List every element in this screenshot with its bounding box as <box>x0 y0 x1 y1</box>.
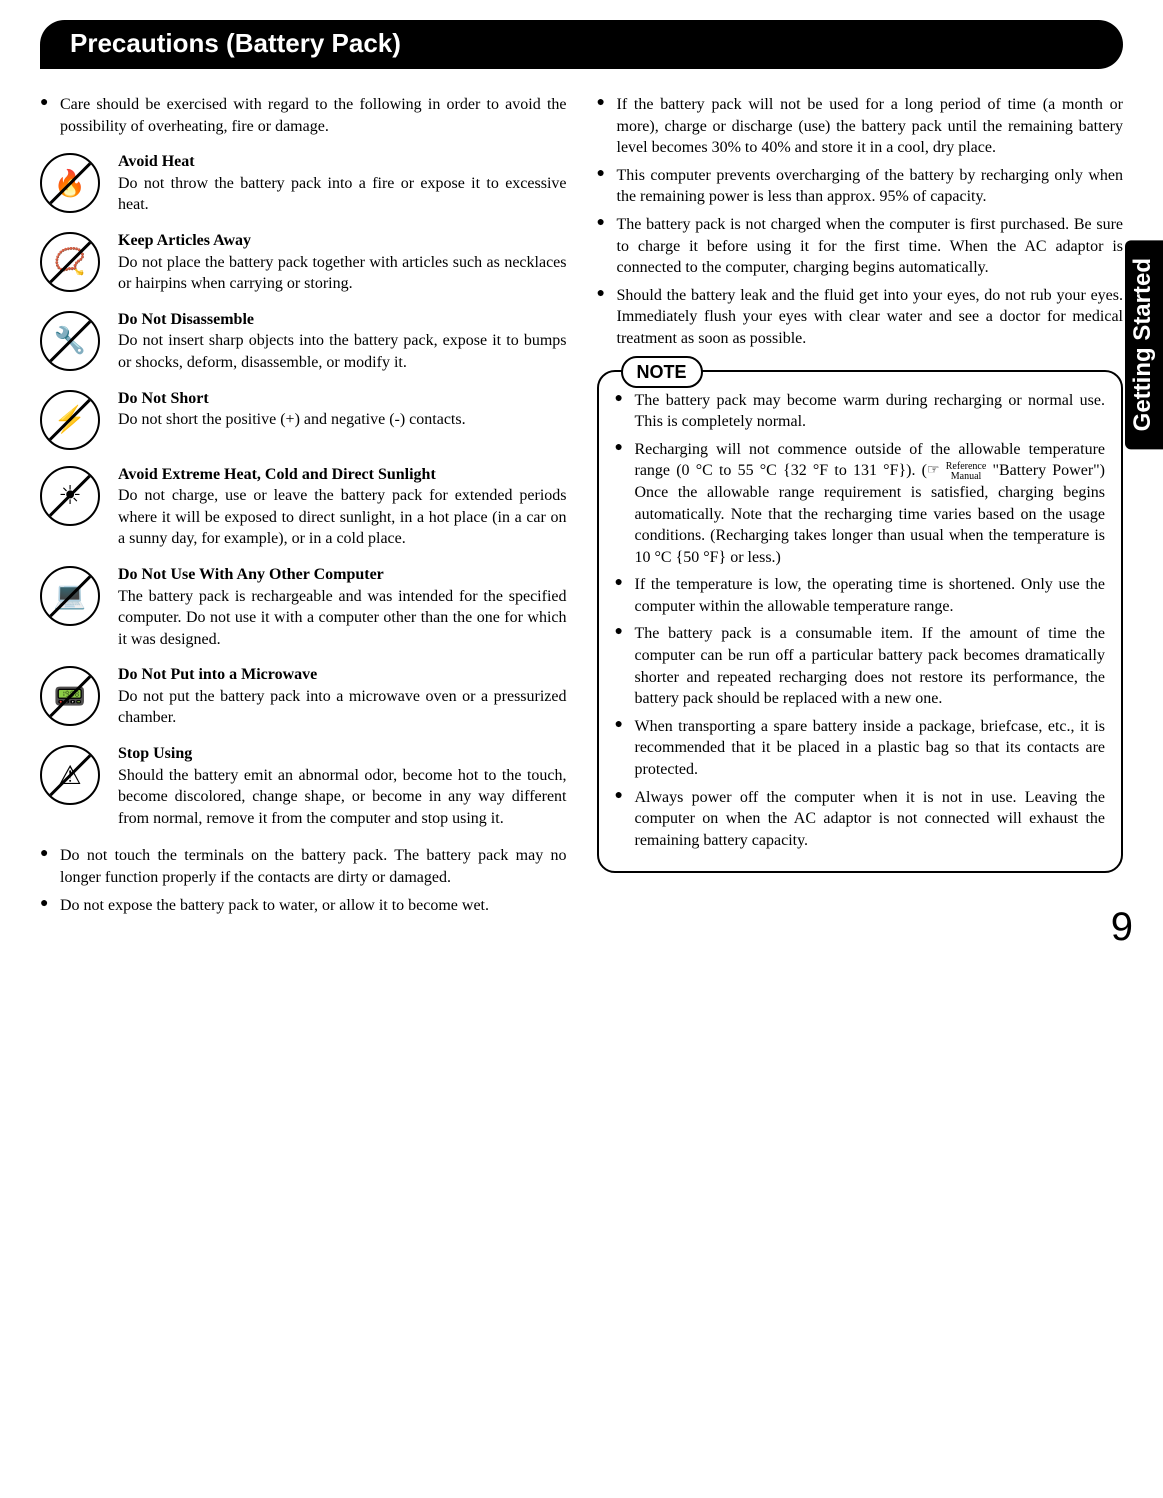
note-text: The battery pack may become warm during … <box>635 390 1106 433</box>
bullet-item: ● Do not expose the battery pack to wate… <box>40 895 567 917</box>
warning-icon-cell: ⚠ <box>40 743 118 829</box>
page-number: 9 <box>1111 905 1133 950</box>
side-tab-getting-started: Getting Started <box>1125 240 1163 449</box>
block-body: Do Not Put into a Microwave Do not put t… <box>118 664 567 729</box>
bullet-item: ● Should the battery leak and the fluid … <box>597 285 1124 350</box>
bullet-text: The battery pack is not charged when the… <box>617 214 1124 279</box>
prohibit-icon: 🔥 <box>40 153 100 213</box>
note-text: If the temperature is low, the operating… <box>635 574 1106 617</box>
pointer-icon: ☞ <box>927 462 940 481</box>
bullet-icon: ● <box>615 439 635 569</box>
note-text: When transporting a spare battery inside… <box>635 716 1106 781</box>
bullet-text: Do not touch the terminals on the batter… <box>60 845 567 888</box>
intro-bullet: ● Care should be exercised with regard t… <box>40 94 567 137</box>
note-text: Always power off the computer when it is… <box>635 787 1106 852</box>
note-box: NOTE ● The battery pack may become warm … <box>597 370 1124 874</box>
left-column: ● Care should be exercised with regard t… <box>40 94 567 922</box>
bullet-icon: ● <box>615 716 635 781</box>
prohibit-icon: 💻 <box>40 566 100 626</box>
note-item: ● When transporting a spare battery insi… <box>615 716 1106 781</box>
prohibit-icon: ⚡ <box>40 390 100 450</box>
bullet-text: Should the battery leak and the fluid ge… <box>617 285 1124 350</box>
warning-icon-cell: 🔥 <box>40 151 118 216</box>
bullet-icon: ● <box>597 214 617 279</box>
block-title: Stop Using <box>118 745 192 762</box>
bullet-icon: ● <box>615 787 635 852</box>
precaution-block: 💻 Do Not Use With Any Other Computer The… <box>40 564 567 650</box>
precaution-block: 🔥 Avoid Heat Do not throw the battery pa… <box>40 151 567 216</box>
block-body: Do Not Short Do not short the positive (… <box>118 388 567 450</box>
bullet-icon: ● <box>615 623 635 709</box>
bullet-item: ● If the battery pack will not be used f… <box>597 94 1124 159</box>
block-text: Do not insert sharp objects into the bat… <box>118 332 567 371</box>
precaution-block: ⚠ Stop Using Should the battery emit an … <box>40 743 567 829</box>
warning-icon-cell: ⚡ <box>40 388 118 450</box>
warning-icon-cell: 📿 <box>40 230 118 295</box>
right-column: ● If the battery pack will not be used f… <box>597 94 1124 922</box>
block-body: Do Not Disassemble Do not insert sharp o… <box>118 309 567 374</box>
bullet-icon: ● <box>615 574 635 617</box>
warning-icon-cell: 🔧 <box>40 309 118 374</box>
block-body: Do Not Use With Any Other Computer The b… <box>118 564 567 650</box>
note-text: Recharging will not commence outside of … <box>635 439 1106 569</box>
note-item: ● Recharging will not commence outside o… <box>615 439 1106 569</box>
block-text: Should the battery emit an abnormal odor… <box>118 767 567 827</box>
block-title: Avoid Heat <box>118 153 195 170</box>
precaution-block: ☀ Avoid Extreme Heat, Cold and Direct Su… <box>40 464 567 550</box>
note-item: ● The battery pack is a consumable item.… <box>615 623 1106 709</box>
block-text: Do not throw the battery pack into a fir… <box>118 175 567 214</box>
bullet-text: If the battery pack will not be used for… <box>617 94 1124 159</box>
reference-manual-icon: ReferenceManual <box>946 462 987 482</box>
note-label: NOTE <box>621 356 703 388</box>
precaution-block: 📟 Do Not Put into a Microwave Do not put… <box>40 664 567 729</box>
note-item: ● The battery pack may become warm durin… <box>615 390 1106 433</box>
bullet-icon: ● <box>40 845 60 888</box>
bullet-text: Do not expose the battery pack to water,… <box>60 895 567 917</box>
bullet-icon: ● <box>597 285 617 350</box>
bullet-icon: ● <box>597 165 617 208</box>
block-title: Do Not Short <box>118 390 209 407</box>
block-text: The battery pack is rechargeable and was… <box>118 588 567 648</box>
prohibit-icon: 📿 <box>40 232 100 292</box>
bullet-item: ● This computer prevents overcharging of… <box>597 165 1124 208</box>
block-title: Do Not Put into a Microwave <box>118 666 317 683</box>
intro-text: Care should be exercised with regard to … <box>60 94 567 137</box>
bullet-icon: ● <box>615 390 635 433</box>
block-title: Do Not Disassemble <box>118 311 254 328</box>
prohibit-icon: ⚠ <box>40 745 100 805</box>
warning-icon-cell: 📟 <box>40 664 118 729</box>
note-text: The battery pack is a consumable item. I… <box>635 623 1106 709</box>
block-body: Avoid Extreme Heat, Cold and Direct Sunl… <box>118 464 567 550</box>
precaution-block: ⚡ Do Not Short Do not short the positive… <box>40 388 567 450</box>
bullet-icon: ● <box>597 94 617 159</box>
block-text: Do not put the battery pack into a micro… <box>118 688 567 727</box>
bullet-text: This computer prevents overcharging of t… <box>617 165 1124 208</box>
warning-icon-cell: 💻 <box>40 564 118 650</box>
prohibit-icon: ☀ <box>40 466 100 526</box>
block-body: Stop Using Should the battery emit an ab… <box>118 743 567 829</box>
block-body: Avoid Heat Do not throw the battery pack… <box>118 151 567 216</box>
block-body: Keep Articles Away Do not place the batt… <box>118 230 567 295</box>
prohibit-icon: 🔧 <box>40 311 100 371</box>
bullet-item: ● The battery pack is not charged when t… <box>597 214 1124 279</box>
precaution-block: 📿 Keep Articles Away Do not place the ba… <box>40 230 567 295</box>
bullet-icon: ● <box>40 94 60 137</box>
note-item: ● Always power off the computer when it … <box>615 787 1106 852</box>
precaution-block: 🔧 Do Not Disassemble Do not insert sharp… <box>40 309 567 374</box>
block-title: Keep Articles Away <box>118 232 251 249</box>
warning-icon-cell: ☀ <box>40 464 118 550</box>
bullet-item: ● Do not touch the terminals on the batt… <box>40 845 567 888</box>
block-text: Do not place the battery pack together w… <box>118 254 567 293</box>
block-title: Do Not Use With Any Other Computer <box>118 566 384 583</box>
bullet-icon: ● <box>40 895 60 917</box>
content-columns: ● Care should be exercised with regard t… <box>40 94 1123 922</box>
note-item: ● If the temperature is low, the operati… <box>615 574 1106 617</box>
block-title: Avoid Extreme Heat, Cold and Direct Sunl… <box>118 466 436 483</box>
block-text: Do not charge, use or leave the battery … <box>118 487 567 547</box>
block-text: Do not short the positive (+) and negati… <box>118 411 466 428</box>
prohibit-icon: 📟 <box>40 666 100 726</box>
section-header: Precautions (Battery Pack) <box>40 20 1123 69</box>
